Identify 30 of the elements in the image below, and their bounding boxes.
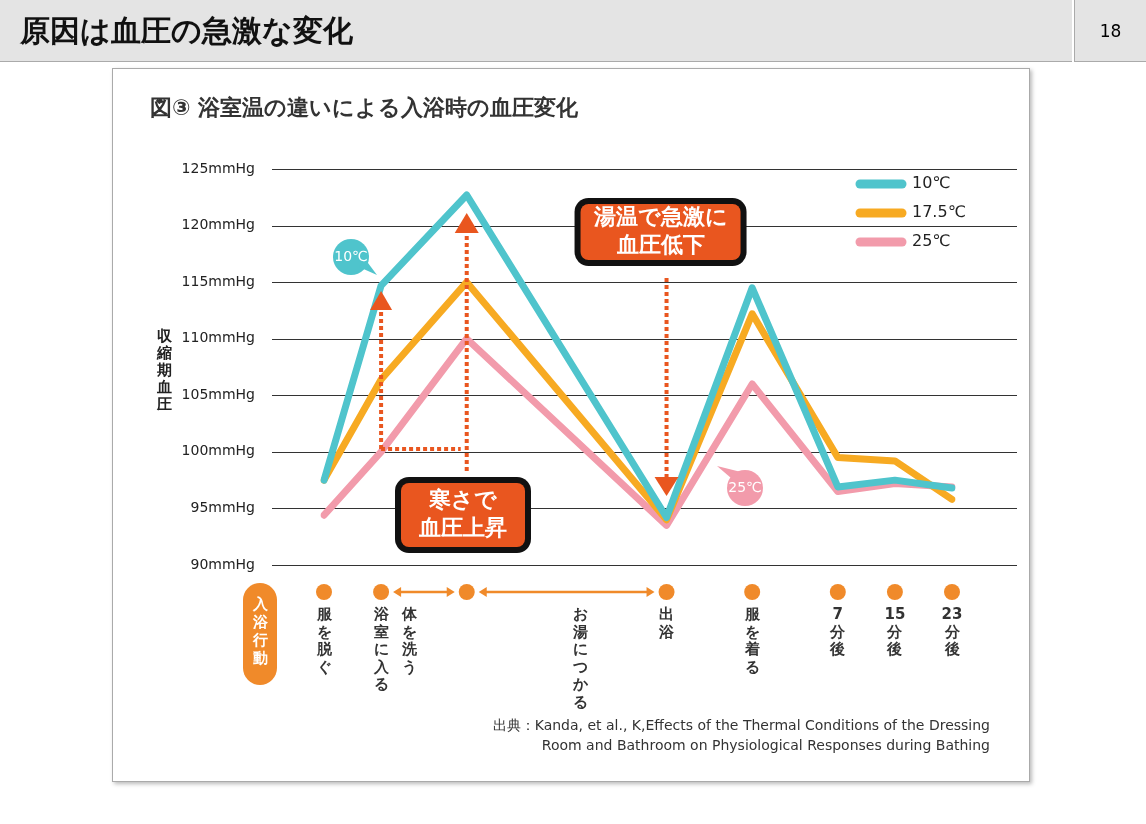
annotation: 湯温で急激に血圧低下 xyxy=(592,203,728,257)
x-tick-label: 体を洗う xyxy=(401,605,419,676)
y-tick-label: 100mmHg xyxy=(181,442,255,459)
x-tick-label: お湯につかる xyxy=(572,605,590,711)
y-tick-label: 115mmHg xyxy=(181,272,255,289)
y-tick-label: 105mmHg xyxy=(181,385,255,402)
annotation: 25℃ xyxy=(728,478,762,495)
chart-title: 図③ 浴室温の違いによる入浴時の血圧変化 xyxy=(150,94,580,120)
legend-label: 25℃ xyxy=(912,231,951,251)
x-tick-label: 23分後 xyxy=(941,605,963,659)
legend-label: 17.5℃ xyxy=(912,202,966,222)
annotation: 寒さで血圧上昇 xyxy=(418,486,507,540)
y-tick-label: 95mmHg xyxy=(190,499,255,516)
y-tick-label: 110mmHg xyxy=(181,329,255,346)
x-tick-label: 出浴 xyxy=(658,605,676,641)
legend-label: 10℃ xyxy=(912,173,951,193)
text: 18 xyxy=(1074,0,1146,62)
x-tick-label: 服を脱ぐ xyxy=(315,605,333,676)
text: 原因は血圧の急激な変化 xyxy=(0,0,1072,62)
x-tick-label: 浴室に入る xyxy=(372,605,390,694)
source-note: 出典：Kanda, et al., K,Effects of the Thermal Conditions of the Dressing Room and Bathroom on Physiological Responses during Bathing xyxy=(492,716,990,753)
annotation: 10℃ xyxy=(334,247,368,264)
x-tick-label: 服を着る xyxy=(743,605,761,676)
x-tick-label: 7分後 xyxy=(829,605,847,659)
y-axis-title: 収縮期血圧 xyxy=(155,327,173,414)
y-tick-label: 120mmHg xyxy=(181,216,255,233)
y-tick-label: 90mmHg xyxy=(190,555,255,572)
x-axis-title: 入浴行動 xyxy=(251,595,269,668)
y-tick-label: 125mmHg xyxy=(181,159,255,176)
x-tick-label: 15分後 xyxy=(884,605,906,659)
